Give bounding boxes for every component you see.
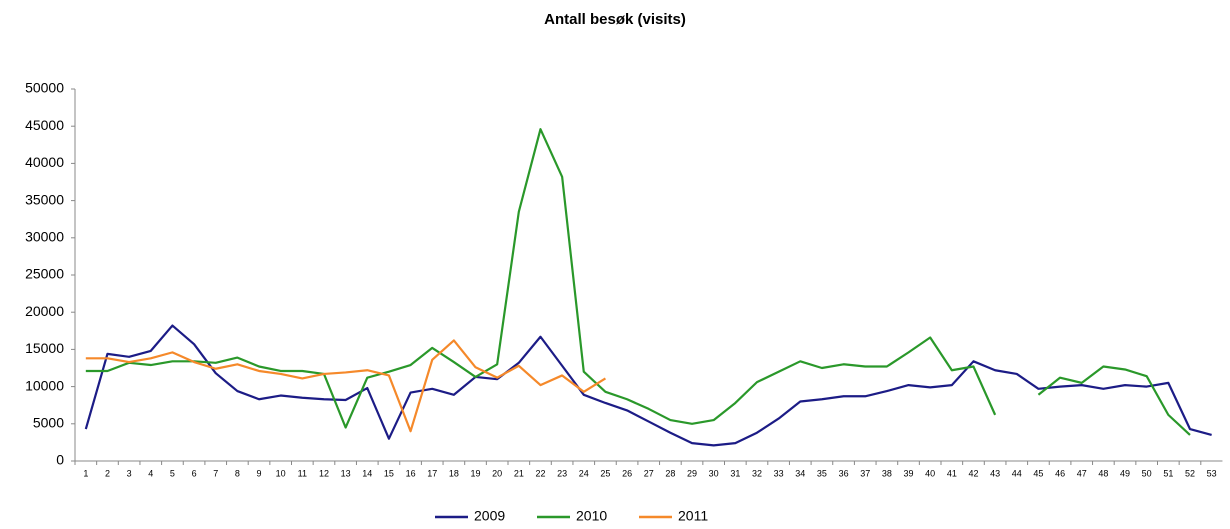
x-tick-label: 29 (687, 468, 697, 478)
x-tick-label: 36 (839, 468, 849, 478)
x-tick-label: 41 (947, 468, 957, 478)
x-tick-label: 24 (579, 468, 589, 478)
line-series (84, 324, 1212, 447)
line-series (85, 339, 607, 433)
y-tick-label: 0 (56, 452, 64, 468)
x-tick-label: 6 (192, 468, 197, 478)
y-tick-label: 15000 (25, 340, 64, 356)
x-tick-label: 53 (1207, 468, 1217, 478)
y-tick-label: 20000 (25, 303, 64, 319)
x-tick-label: 50 (1142, 468, 1152, 478)
x-tick-label: 47 (1077, 468, 1087, 478)
x-tick-label: 1 (83, 468, 88, 478)
x-tick-label: 19 (471, 468, 481, 478)
x-tick-label: 25 (600, 468, 610, 478)
y-tick-label: 25000 (25, 266, 64, 282)
x-tick-label: 34 (795, 468, 805, 478)
x-tick-label: 32 (752, 468, 762, 478)
x-tick-label: 48 (1098, 468, 1108, 478)
x-tick-label: 23 (557, 468, 567, 478)
x-tick-label: 20 (492, 468, 502, 478)
x-tick-label: 31 (730, 468, 740, 478)
x-tick-label: 39 (904, 468, 914, 478)
x-tick-label: 44 (1012, 468, 1022, 478)
x-tick-label: 46 (1055, 468, 1065, 478)
y-tick-label: 5000 (33, 415, 64, 431)
y-tick-label: 40000 (25, 154, 64, 170)
x-tick-label: 18 (449, 468, 459, 478)
x-tick-label: 49 (1120, 468, 1130, 478)
x-tick-label: 16 (406, 468, 416, 478)
legend-label: 2009 (474, 508, 505, 524)
y-tick-label: 30000 (25, 229, 64, 245)
y-tick-label: 50000 (25, 80, 64, 96)
x-tick-label: 14 (362, 468, 372, 478)
legend-label: 2010 (576, 508, 607, 524)
x-tick-label: 3 (127, 468, 132, 478)
x-tick-label: 15 (384, 468, 394, 478)
x-tick-label: 10 (276, 468, 286, 478)
x-tick-label: 51 (1163, 468, 1173, 478)
x-tick-label: 9 (257, 468, 262, 478)
x-tick-label: 40 (925, 468, 935, 478)
x-tick-label: 13 (341, 468, 351, 478)
x-tick-label: 45 (1033, 468, 1043, 478)
x-tick-label: 38 (882, 468, 892, 478)
x-tick-label: 22 (535, 468, 545, 478)
y-tick-label: 10000 (25, 377, 64, 393)
legend-label: 2011 (678, 508, 708, 524)
x-tick-label: 30 (709, 468, 719, 478)
x-tick-label: 43 (990, 468, 1000, 478)
x-tick-label: 33 (774, 468, 784, 478)
x-tick-label: 26 (622, 468, 632, 478)
x-tick-label: 42 (968, 468, 978, 478)
x-tick-label: 11 (298, 468, 307, 478)
x-tick-label: 21 (514, 468, 524, 478)
x-tick-label: 35 (817, 468, 827, 478)
x-tick-label: 4 (148, 468, 153, 478)
chart-title: Antall besøk (visits) (544, 11, 686, 28)
x-tick-label: 8 (235, 468, 240, 478)
x-tick-label: 27 (644, 468, 654, 478)
x-tick-label: 7 (213, 468, 218, 478)
x-tick-label: 2 (105, 468, 110, 478)
y-tick-label: 35000 (25, 191, 64, 207)
line-series (85, 128, 1191, 436)
x-tick-label: 28 (665, 468, 675, 478)
x-tick-label: 37 (860, 468, 870, 478)
x-tick-label: 12 (319, 468, 329, 478)
y-tick-label: 45000 (25, 117, 64, 133)
x-tick-label: 52 (1185, 468, 1195, 478)
x-tick-label: 5 (170, 468, 175, 478)
x-tick-label: 17 (427, 468, 437, 478)
